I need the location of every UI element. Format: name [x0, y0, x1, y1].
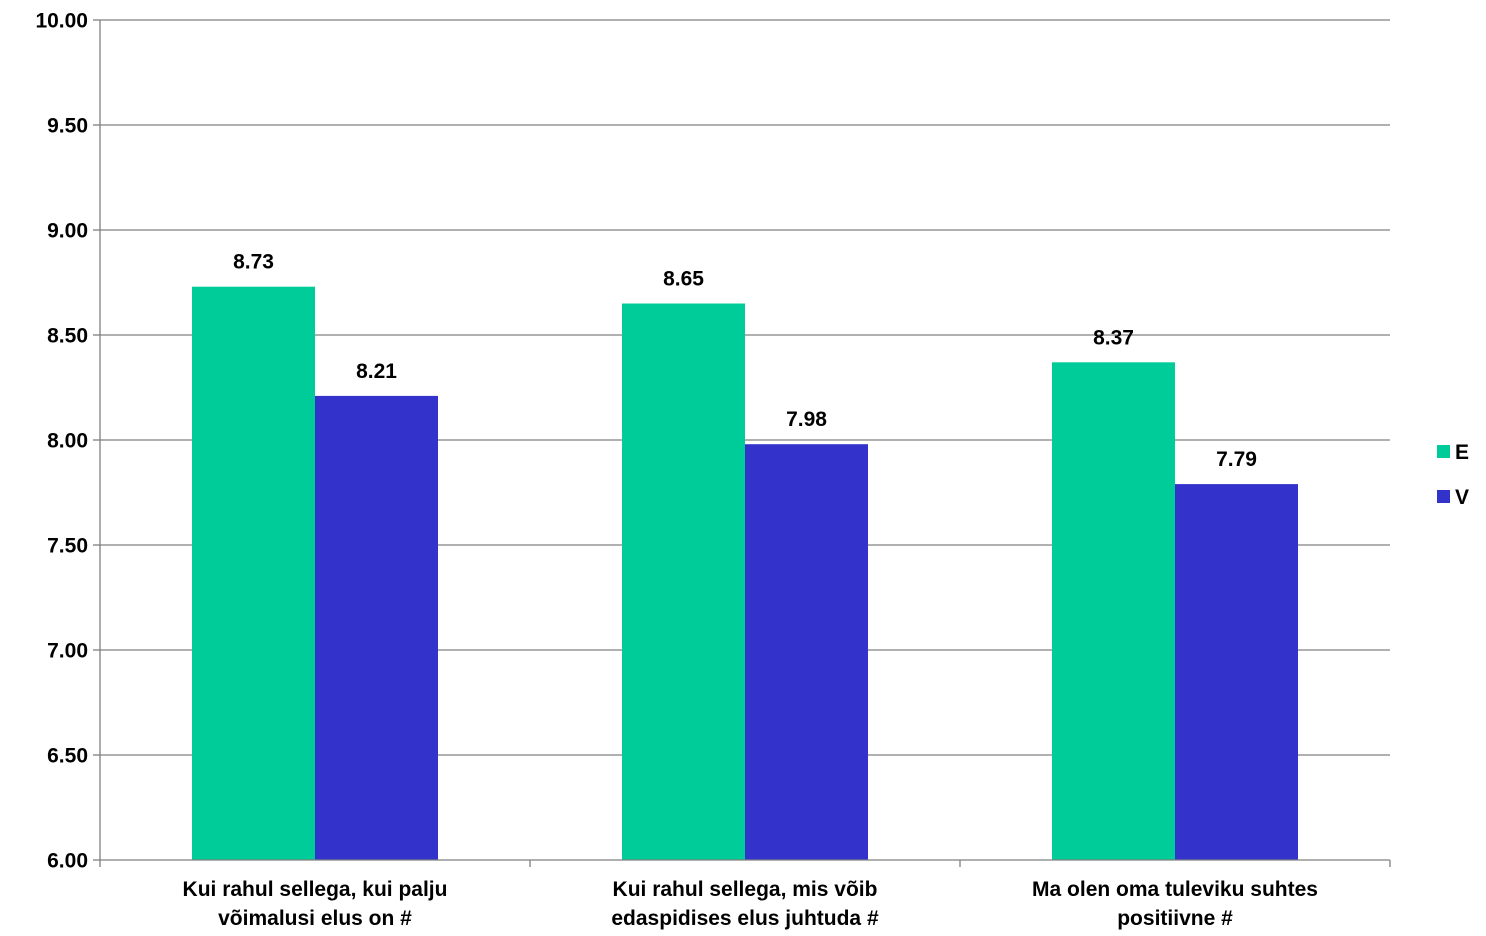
data-label: 8.65 — [663, 268, 704, 291]
y-tick-label: 8.50 — [47, 325, 88, 348]
data-label: 8.37 — [1093, 326, 1134, 349]
y-tick-label: 9.00 — [47, 220, 88, 243]
y-tick-label: 6.00 — [47, 850, 88, 873]
y-tick-label: 6.50 — [47, 745, 88, 768]
y-axis-ticks: 6.00 6.50 7.00 7.50 8.00 8.50 9.00 9.50 10.00 — [35, 10, 88, 873]
legend-swatch-v — [1437, 490, 1450, 503]
legend-label-e: E — [1455, 441, 1469, 464]
x-tick-label: Ma olen oma tuleviku suhtes — [1032, 878, 1318, 901]
x-tick-label: positiivne # — [1117, 907, 1233, 930]
data-label: 8.73 — [233, 251, 274, 274]
data-labels: 8.73 8.21 8.65 7.98 8.37 7.79 — [233, 251, 1257, 471]
data-label: 7.98 — [786, 408, 827, 431]
y-tick-label: 7.00 — [47, 640, 88, 663]
bar-e — [1052, 362, 1175, 860]
data-label: 7.79 — [1216, 448, 1257, 471]
x-tick-label: võimalusi elus on # — [218, 907, 412, 930]
legend-label-v: V — [1455, 486, 1469, 509]
y-tick-label: 7.50 — [47, 535, 88, 558]
y-tick-label: 9.50 — [47, 115, 88, 138]
y-tick-label: 10.00 — [35, 10, 88, 33]
data-label: 8.21 — [356, 360, 397, 383]
y-tick-label: 8.00 — [47, 430, 88, 453]
bars — [192, 286, 1298, 860]
bar-v — [745, 444, 868, 860]
bar-e — [622, 303, 745, 860]
bar-v — [1175, 484, 1298, 860]
axes — [93, 19, 1391, 867]
x-tick-label: Kui rahul sellega, mis võib — [613, 878, 878, 901]
x-tick-label: edaspidises elus juhtuda # — [611, 907, 879, 930]
legend-swatch-e — [1437, 445, 1450, 458]
legend: EV — [1437, 441, 1469, 509]
bar-e — [192, 286, 315, 860]
x-axis-labels: Kui rahul sellega, kui palju võimalusi el… — [183, 878, 1318, 930]
bar-v — [315, 395, 438, 860]
x-tick-label: Kui rahul sellega, kui palju — [183, 878, 448, 901]
